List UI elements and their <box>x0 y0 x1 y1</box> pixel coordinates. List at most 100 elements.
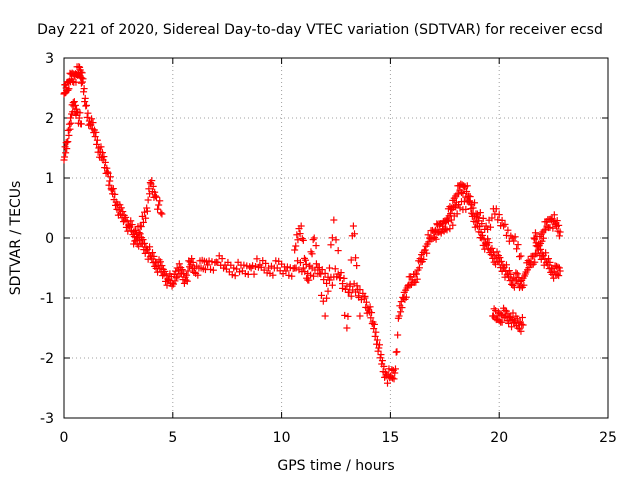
y-tick-label: -3 <box>40 411 54 427</box>
data-point <box>163 281 171 289</box>
data-point <box>152 193 160 201</box>
data-point <box>139 236 147 244</box>
data-point <box>538 237 546 245</box>
data-point <box>122 213 130 221</box>
data-point <box>310 272 318 280</box>
data-point <box>317 291 325 299</box>
data-point <box>184 267 192 275</box>
data-point <box>231 272 239 280</box>
data-point <box>347 292 355 300</box>
data-point <box>67 119 75 127</box>
data-point <box>510 237 518 245</box>
data-point <box>157 209 165 217</box>
x-tick-label: 0 <box>60 430 69 446</box>
data-point <box>337 269 345 277</box>
data-point <box>172 274 180 282</box>
data-point <box>310 234 318 242</box>
data-point <box>100 153 108 161</box>
data-point <box>531 258 539 266</box>
data-point <box>346 280 354 288</box>
data-point <box>81 94 89 102</box>
data-point <box>553 217 561 225</box>
data-point <box>347 256 355 264</box>
data-point <box>378 357 386 365</box>
y-tick-label: 0 <box>45 231 54 247</box>
data-point <box>116 201 124 209</box>
data-point <box>484 235 492 243</box>
data-point <box>65 85 73 93</box>
data-point <box>395 312 403 320</box>
data-point <box>209 266 217 274</box>
data-point <box>519 321 527 329</box>
data-point <box>514 241 522 249</box>
data-point <box>415 264 423 272</box>
data-point <box>330 216 338 224</box>
x-tick-label: 15 <box>381 430 399 446</box>
data-point <box>505 267 513 275</box>
data-point <box>130 240 138 248</box>
data-point <box>331 265 339 273</box>
data-point <box>486 223 494 231</box>
data-point <box>496 254 504 262</box>
data-point <box>340 274 348 282</box>
data-point <box>413 270 421 278</box>
data-point <box>149 182 157 190</box>
data-point <box>508 323 516 331</box>
data-point <box>339 284 347 292</box>
data-point <box>188 255 196 263</box>
data-point <box>183 277 191 285</box>
data-point <box>321 312 329 320</box>
data-point <box>555 264 563 272</box>
axis-ticks: 0 5 10 15 20 25 -3 -2 -1 0 1 2 3 <box>40 51 617 446</box>
chart-title: Day 221 of 2020, Sidereal Day-to-day VTE… <box>37 22 603 38</box>
data-point <box>141 239 149 247</box>
data-point <box>397 298 405 306</box>
data-point <box>91 133 99 141</box>
data-point <box>349 222 357 230</box>
data-point <box>520 281 528 289</box>
data-point <box>377 351 385 359</box>
data-point <box>485 239 493 247</box>
data-point <box>504 226 512 234</box>
data-point <box>178 266 186 274</box>
data-point <box>478 220 486 228</box>
data-point <box>531 229 539 237</box>
data-point <box>380 362 388 370</box>
data-point <box>135 229 143 237</box>
data-point <box>89 119 97 127</box>
data-point <box>545 255 553 263</box>
data-point <box>104 168 112 176</box>
data-point <box>471 199 479 207</box>
data-point <box>555 232 563 240</box>
data-point <box>148 177 156 185</box>
data-point <box>413 275 421 283</box>
x-tick-label: 5 <box>168 430 177 446</box>
data-point <box>524 257 532 265</box>
data-point <box>477 228 485 236</box>
data-point <box>262 259 270 267</box>
data-point <box>144 196 152 204</box>
data-point <box>344 312 352 320</box>
data-point <box>421 246 429 254</box>
data-point <box>106 173 114 181</box>
data-point <box>332 236 340 244</box>
data-point <box>356 312 364 320</box>
data-point <box>98 149 106 157</box>
data-point <box>352 254 360 262</box>
data-point <box>488 214 496 222</box>
data-point <box>482 222 490 230</box>
data-point <box>555 272 563 280</box>
data-point <box>372 328 380 336</box>
data-point <box>101 158 109 166</box>
data-point <box>79 75 87 83</box>
data-point <box>250 270 258 278</box>
data-point <box>288 272 296 280</box>
data-point <box>550 211 558 219</box>
data-point <box>175 260 183 268</box>
data-point <box>189 258 197 266</box>
data-point <box>282 267 290 275</box>
data-point <box>391 365 399 373</box>
data-point <box>402 293 410 301</box>
data-point <box>84 109 92 117</box>
data-point <box>183 271 191 279</box>
